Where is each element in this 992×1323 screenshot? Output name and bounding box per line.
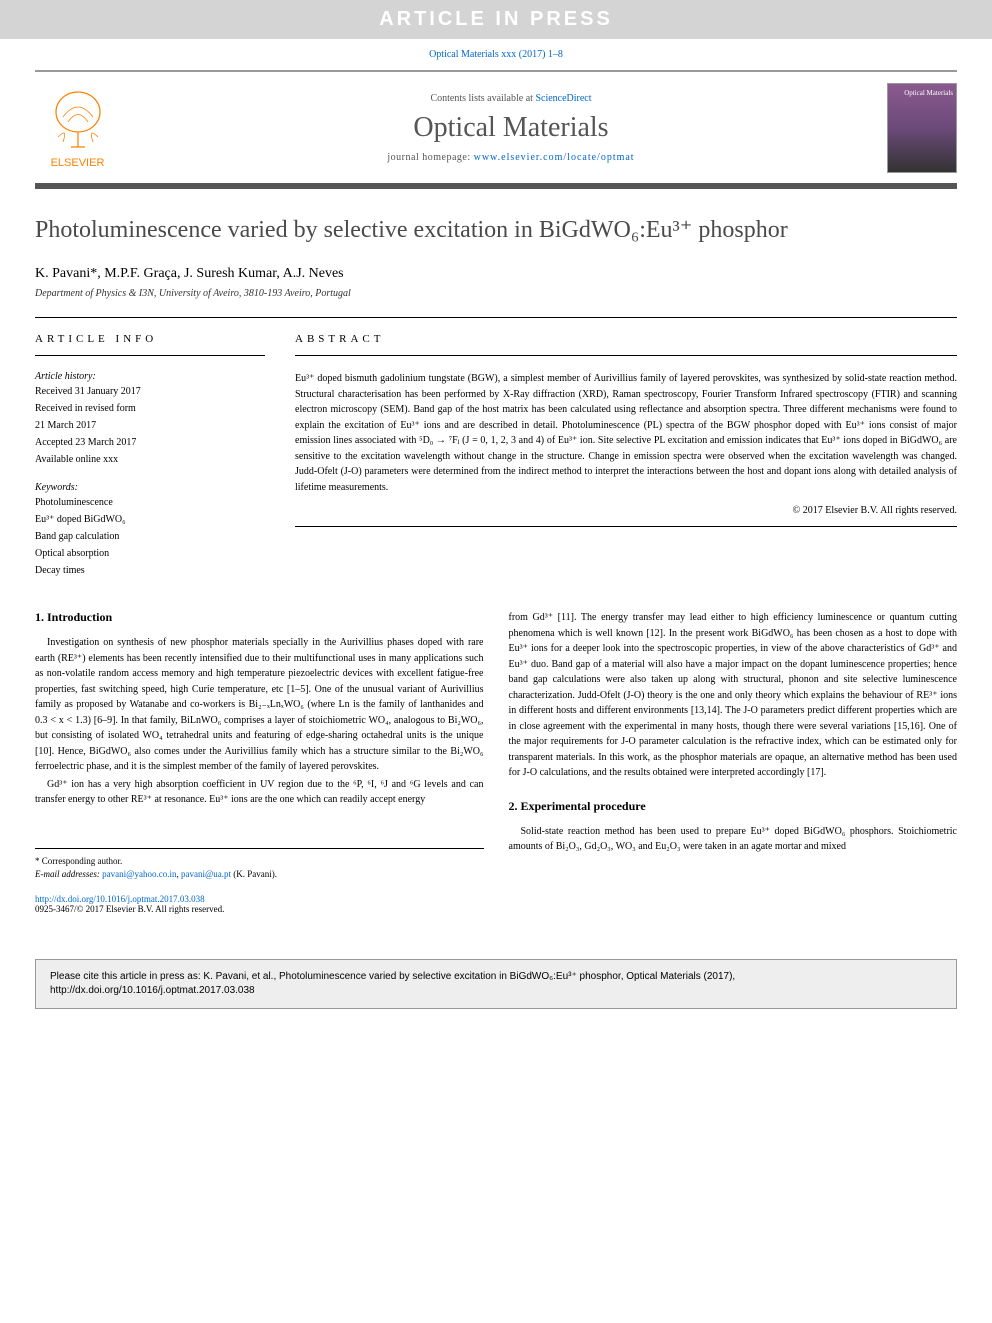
footnote-block: * Corresponding author. E-mail addresses… bbox=[35, 848, 484, 882]
article-info-heading: ARTICLE INFO bbox=[35, 333, 265, 345]
abstract-heading: ABSTRACT bbox=[295, 333, 957, 345]
body-paragraph: Gd³⁺ ion has a very high absorption coef… bbox=[35, 777, 484, 808]
homepage-link[interactable]: www.elsevier.com/locate/optmat bbox=[474, 152, 635, 163]
abstract-text: Eu³⁺ doped bismuth gadolinium tungstate … bbox=[295, 371, 957, 495]
section-heading-intro: 1. Introduction bbox=[35, 610, 484, 625]
history-label: Article history: bbox=[35, 371, 265, 382]
journal-cover-thumbnail: Optical Materials bbox=[887, 83, 957, 173]
elsevier-name: ELSEVIER bbox=[51, 157, 105, 169]
sciencedirect-link[interactable]: ScienceDirect bbox=[535, 93, 591, 104]
keyword: Photoluminescence bbox=[35, 495, 265, 510]
affiliation: Department of Physics & I3N, University … bbox=[35, 288, 957, 299]
body-paragraph: Investigation on synthesis of new phosph… bbox=[35, 635, 484, 775]
doi-block: http://dx.doi.org/10.1016/j.optmat.2017.… bbox=[35, 894, 484, 914]
section-heading-experimental: 2. Experimental procedure bbox=[509, 799, 958, 814]
email-link[interactable]: pavani@ua.pt bbox=[181, 869, 231, 879]
history-item: Available online xxx bbox=[35, 452, 265, 467]
journal-homepage: journal homepage: www.elsevier.com/locat… bbox=[135, 152, 887, 163]
body-paragraph: Solid-state reaction method has been use… bbox=[509, 824, 958, 855]
history-item: Received 31 January 2017 bbox=[35, 384, 265, 399]
journal-header: ELSEVIER Contents lists available at Sci… bbox=[35, 70, 957, 189]
citation-footer-box: Please cite this article in press as: K.… bbox=[35, 959, 957, 1009]
body-two-column: 1. Introduction Investigation on synthes… bbox=[35, 610, 957, 914]
in-press-banner: ARTICLE IN PRESS bbox=[0, 0, 992, 39]
abstract-copyright: © 2017 Elsevier B.V. All rights reserved… bbox=[295, 505, 957, 516]
keywords-label: Keywords: bbox=[35, 482, 265, 493]
keyword: Band gap calculation bbox=[35, 529, 265, 544]
history-item: Accepted 23 March 2017 bbox=[35, 435, 265, 450]
keyword: Optical absorption bbox=[35, 546, 265, 561]
authors-list: K. Pavani*, M.P.F. Graça, J. Suresh Kuma… bbox=[35, 266, 957, 282]
journal-name: Optical Materials bbox=[135, 112, 887, 144]
issn-copyright: 0925-3467/© 2017 Elsevier B.V. All right… bbox=[35, 904, 484, 914]
divider bbox=[35, 317, 957, 318]
body-paragraph: from Gd³⁺ [11]. The energy transfer may … bbox=[509, 610, 958, 781]
contents-available: Contents lists available at ScienceDirec… bbox=[135, 93, 887, 104]
keyword: Eu³⁺ doped BiGdWO₆ bbox=[35, 512, 265, 527]
keyword: Decay times bbox=[35, 563, 265, 578]
history-item: Received in revised form bbox=[35, 401, 265, 416]
doi-link[interactable]: http://dx.doi.org/10.1016/j.optmat.2017.… bbox=[35, 894, 205, 904]
right-column: from Gd³⁺ [11]. The energy transfer may … bbox=[509, 610, 958, 914]
email-addresses: E-mail addresses: pavani@yahoo.co.in, pa… bbox=[35, 868, 484, 882]
elsevier-logo: ELSEVIER bbox=[35, 80, 120, 175]
abstract-column: ABSTRACT Eu³⁺ doped bismuth gadolinium t… bbox=[295, 333, 957, 580]
history-item: 21 March 2017 bbox=[35, 418, 265, 433]
corresponding-author: * Corresponding author. bbox=[35, 855, 484, 869]
email-link[interactable]: pavani@yahoo.co.in bbox=[102, 869, 176, 879]
left-column: 1. Introduction Investigation on synthes… bbox=[35, 610, 484, 914]
article-title: Photoluminescence varied by selective ex… bbox=[35, 214, 957, 246]
article-info-column: ARTICLE INFO Article history: Received 3… bbox=[35, 333, 265, 580]
citation-top: Optical Materials xxx (2017) 1–8 bbox=[0, 39, 992, 70]
elsevier-tree-icon bbox=[43, 87, 113, 157]
